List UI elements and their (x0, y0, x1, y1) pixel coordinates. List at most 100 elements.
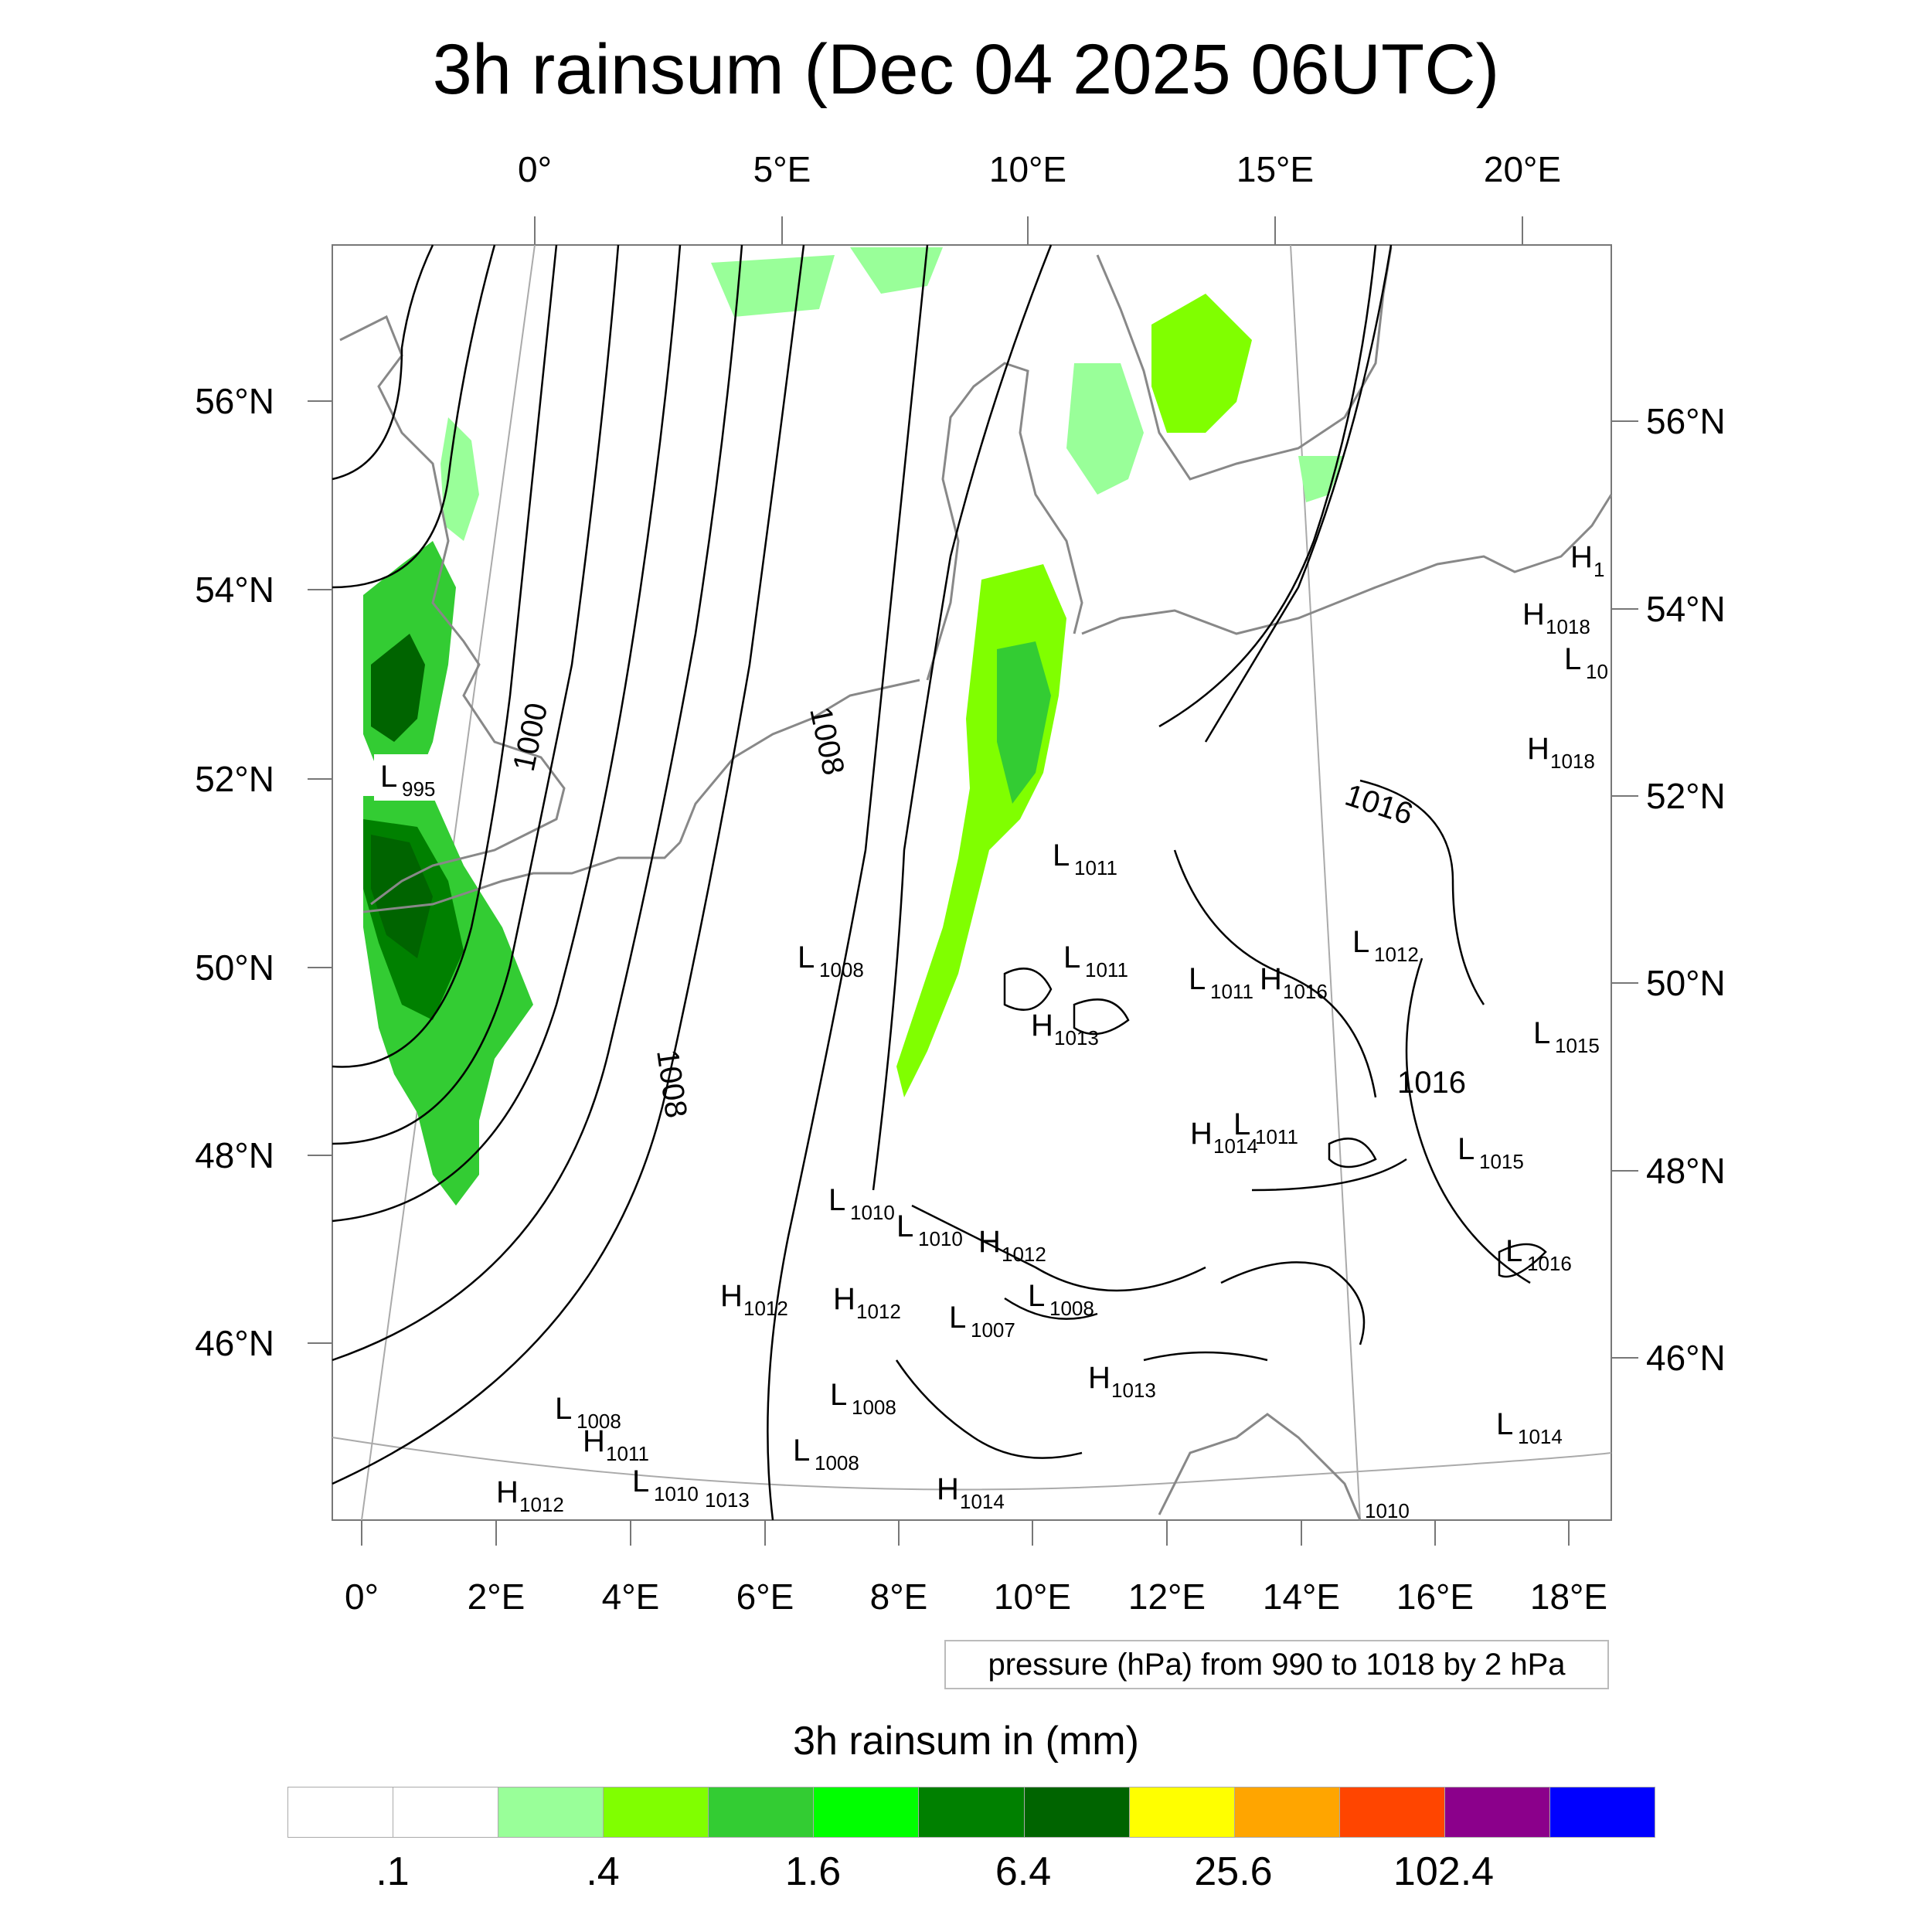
pressure-center: H 1012 (496, 1475, 564, 1516)
map-mark: L (798, 940, 815, 975)
pressure-center: L 1011 (1189, 962, 1253, 1003)
bottom-axis-label: 2°E (468, 1577, 526, 1617)
pressure-center: H 1016 (1260, 962, 1328, 1003)
map-mark: 1015 (1555, 1034, 1600, 1057)
pressure-center: L 1015 (1458, 1132, 1524, 1173)
left-axis-label: 52°N (195, 759, 274, 799)
isobar (332, 244, 743, 1362)
isobar (332, 244, 805, 1485)
map-mark: 1011 (1085, 958, 1128, 981)
map-mark: L (1028, 1279, 1045, 1313)
isobar (1498, 1243, 1547, 1278)
pressure-centers: L 995 L 1011 L 1008 L 1011 L 1011 H 1016 L 1012… (374, 540, 1608, 1522)
map-mark: 1008 (819, 958, 864, 981)
bottom-axis-label: 4°E (602, 1577, 660, 1617)
map-mark: 1016 (1283, 980, 1328, 1003)
pressure-center: L 1010 (828, 1183, 895, 1224)
coastline-denmark (926, 362, 1083, 681)
rain-areas (363, 247, 1345, 1206)
pressure-center: L 1008 (830, 1378, 896, 1419)
map-mark: H (1260, 962, 1282, 996)
map-mark: 1008 (852, 1396, 896, 1419)
isobar (1204, 244, 1393, 743)
colorbar-label: 25.6 (1194, 1849, 1273, 1894)
map-mark: L (896, 1209, 913, 1243)
left-axis-label: 50°N (195, 947, 274, 988)
bottom-axis-label: 16°E (1396, 1577, 1474, 1617)
map-mark: 1012 (743, 1297, 788, 1320)
map-mark: 10 (1586, 660, 1608, 683)
pressure-center: L 995 (374, 754, 451, 801)
isobar (1004, 1297, 1098, 1320)
map-mark: 1007 (971, 1318, 1015, 1342)
map-mark: 995 (402, 777, 435, 801)
isobar-label: 1008 (803, 704, 851, 778)
isobar (1158, 244, 1377, 728)
map-mark: H (1522, 597, 1545, 631)
map-mark: 1012 (1002, 1243, 1046, 1266)
pressure-center: H 1012 (978, 1225, 1046, 1266)
rain-area (440, 417, 479, 541)
bottom-axis-label: 10°E (994, 1577, 1071, 1617)
rain-area (711, 255, 835, 317)
bottom-axis-label: 18°E (1530, 1577, 1607, 1617)
pressure-center: H 1011 (583, 1424, 649, 1465)
pressure-center: H 1018 (1527, 732, 1595, 773)
colorbar-swatch (393, 1787, 499, 1837)
colorbar-swatch (919, 1787, 1025, 1837)
isobars (332, 244, 1547, 1521)
isobar (895, 1359, 1083, 1459)
colorbar-label: 102.4 (1393, 1849, 1495, 1894)
isobar (332, 244, 496, 589)
map-mark: L (1505, 1234, 1522, 1268)
isobar (332, 244, 434, 481)
map-mark: H (833, 1282, 855, 1316)
colorbar-swatch (1444, 1787, 1550, 1837)
isobar (332, 244, 558, 1068)
pressure-center: H 1014 (1190, 1117, 1258, 1158)
colorbar-swatch (1234, 1787, 1340, 1837)
isobar (872, 244, 1053, 1191)
right-axis-label: 46°N (1646, 1338, 1726, 1378)
map-mark: 1013 (1111, 1379, 1156, 1402)
map-mark: 1013 (1054, 1026, 1099, 1049)
map-mark: L (380, 760, 397, 794)
map-mark: 1011 (1074, 856, 1117, 879)
map-mark: H (1570, 540, 1593, 574)
pressure-center: L 1008 (793, 1434, 859, 1475)
top-axis-label: 15°E (1236, 149, 1314, 189)
map-mark: H (1031, 1009, 1053, 1043)
top-axis-label: 5°E (753, 149, 811, 189)
rain-area (371, 634, 425, 742)
pressure-note: pressure (hPa) from 990 to 1018 by 2 hPa (944, 1640, 1609, 1689)
colorbar-swatch (287, 1787, 394, 1837)
isobar (1251, 1158, 1407, 1192)
isobar (1328, 1138, 1377, 1168)
map-mark: 1018 (1546, 615, 1590, 638)
pressure-center: L 1008 (798, 940, 864, 981)
map-mark: L (1496, 1407, 1513, 1441)
coastline-adriatic (1158, 1413, 1362, 1521)
bottom-axis-label: 6°E (736, 1577, 794, 1617)
rain-area (850, 247, 943, 294)
colorbar-swatch (604, 1787, 709, 1837)
map-mark: 1008 (815, 1451, 859, 1475)
map-mark: L (1533, 1016, 1550, 1050)
map-mark: 1014 (1518, 1425, 1563, 1448)
chart-title: 3h rainsum (Dec 04 2025 06UTC) (432, 30, 1500, 109)
top-axis-label: 10°E (989, 149, 1066, 189)
map-mark: L (1233, 1107, 1250, 1141)
rain-area (1066, 363, 1144, 495)
axis-labels: 0° 5°E 10°E 15°E 20°E 0° 2°E 4°E 6°E 8°E… (195, 149, 1726, 1617)
map-mark: 1010 (654, 1482, 699, 1505)
map-mark: L (1458, 1132, 1475, 1166)
isobar (332, 244, 620, 1145)
isobar (332, 244, 682, 1223)
map-mark: L (1564, 642, 1581, 676)
pressure-center: H 1013 (1088, 1361, 1156, 1402)
colorbar-swatch (814, 1787, 920, 1837)
coastlines (339, 247, 1613, 1521)
map-mark: 1011 (606, 1442, 649, 1465)
